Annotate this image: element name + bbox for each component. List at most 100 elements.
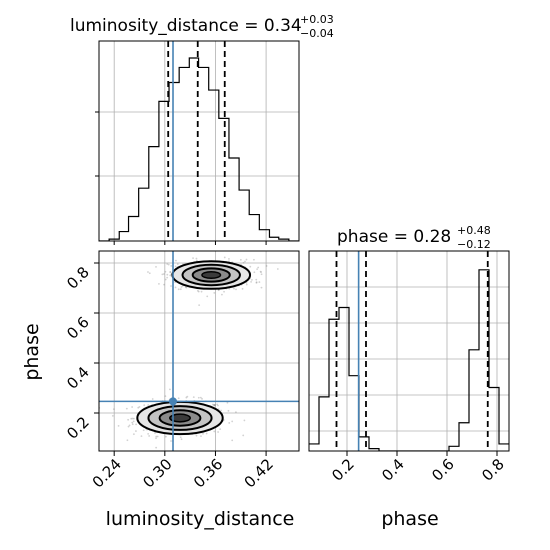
sample-point	[174, 286, 177, 289]
sample-point	[242, 434, 245, 437]
sample-point	[213, 404, 215, 406]
sample-point	[174, 265, 177, 268]
title-text: phase = 0.28	[337, 227, 451, 247]
sample-point	[135, 430, 137, 432]
sample-point	[186, 395, 189, 398]
sample-point	[169, 271, 172, 274]
y-tick-label: 0.2	[63, 413, 93, 443]
sample-point	[221, 293, 223, 296]
sample-point	[198, 304, 201, 307]
sample-point	[200, 290, 203, 293]
x-tick-label: 0.4	[378, 455, 408, 485]
sample-point	[197, 396, 200, 399]
sample-point	[235, 288, 237, 291]
sample-point	[213, 292, 216, 294]
sample-point	[117, 424, 120, 427]
sample-point	[111, 415, 114, 417]
sample-point	[260, 273, 263, 276]
sample-point	[175, 259, 177, 262]
sample-point	[176, 263, 179, 266]
sample-point	[217, 289, 220, 292]
sample-point	[255, 281, 258, 284]
sample-point	[195, 434, 198, 437]
sample-point	[199, 396, 202, 399]
sample-point	[127, 418, 130, 421]
sample-point	[184, 286, 187, 289]
sample-point	[214, 403, 216, 406]
sample-point	[260, 271, 262, 274]
x-tick-label: 0.42	[241, 455, 277, 491]
title-sup: +0.48	[457, 224, 491, 237]
sample-point	[147, 432, 150, 435]
x-tick-label: 0.2	[328, 455, 358, 485]
sample-point	[197, 290, 200, 293]
sample-point	[214, 404, 216, 406]
sample-point	[148, 435, 151, 437]
sample-point	[155, 265, 157, 268]
sample-point	[147, 404, 150, 406]
x-tick-label: 0.24	[89, 455, 125, 491]
title-phase: phase = 0.28 +0.48 −0.12	[337, 224, 491, 251]
sample-point	[154, 432, 156, 434]
sample-point	[195, 257, 198, 260]
sample-point	[132, 433, 135, 436]
sample-point	[128, 424, 131, 427]
sample-point	[253, 271, 256, 274]
title-sub: −0.04	[300, 27, 334, 40]
sample-point	[112, 408, 115, 411]
sample-point	[164, 278, 167, 281]
sample-point	[245, 258, 248, 261]
sample-point	[163, 283, 165, 286]
sample-point	[233, 287, 235, 290]
sample-point	[276, 268, 279, 270]
sample-point	[206, 295, 209, 298]
title-luminosity-distance: luminosity_distance = 0.34 +0.03 −0.04	[70, 13, 334, 40]
sample-point	[131, 417, 134, 420]
sample-point	[164, 435, 167, 438]
sample-point	[179, 288, 182, 291]
sample-point	[169, 270, 172, 273]
sample-point	[125, 407, 128, 410]
panel-frame-topL	[98, 40, 300, 242]
title-sub: −0.12	[457, 238, 491, 251]
x-tick-label: 0.36	[190, 455, 226, 491]
y-axis-label-phase: phase	[21, 323, 43, 380]
y-tick-label: 0.6	[63, 313, 93, 343]
sample-point	[250, 281, 252, 283]
sample-point	[180, 286, 183, 288]
sample-point	[226, 401, 229, 404]
sample-point	[127, 425, 130, 428]
sample-point	[245, 283, 248, 286]
sample-point	[211, 403, 214, 406]
sample-point	[260, 286, 263, 289]
sample-point	[216, 403, 219, 406]
sample-point	[169, 274, 172, 277]
sample-point	[135, 423, 138, 426]
sample-point	[164, 270, 167, 273]
sample-point	[179, 436, 182, 439]
sample-point	[126, 439, 129, 442]
density-contours	[136, 260, 252, 436]
sample-point	[228, 258, 230, 260]
title-text: luminosity_distance = 0.34	[70, 16, 302, 36]
sample-point	[202, 432, 204, 435]
sample-point	[242, 261, 245, 264]
sample-point	[168, 388, 171, 391]
sample-point	[155, 435, 158, 438]
sample-point	[132, 417, 135, 420]
sample-point	[164, 395, 167, 398]
sample-point	[223, 290, 225, 293]
sample-point	[170, 265, 173, 267]
histogram-step	[309, 269, 509, 451]
histogram-step	[99, 57, 299, 241]
contour-level	[169, 413, 191, 423]
sample-point	[219, 428, 222, 431]
sample-point	[231, 439, 234, 442]
sample-point	[205, 432, 208, 435]
sample-point	[170, 440, 172, 442]
sample-point	[244, 260, 246, 263]
x-axis-label-luminosity-distance: luminosity_distance	[106, 508, 295, 530]
sample-point	[223, 256, 226, 259]
sample-point	[213, 404, 216, 407]
